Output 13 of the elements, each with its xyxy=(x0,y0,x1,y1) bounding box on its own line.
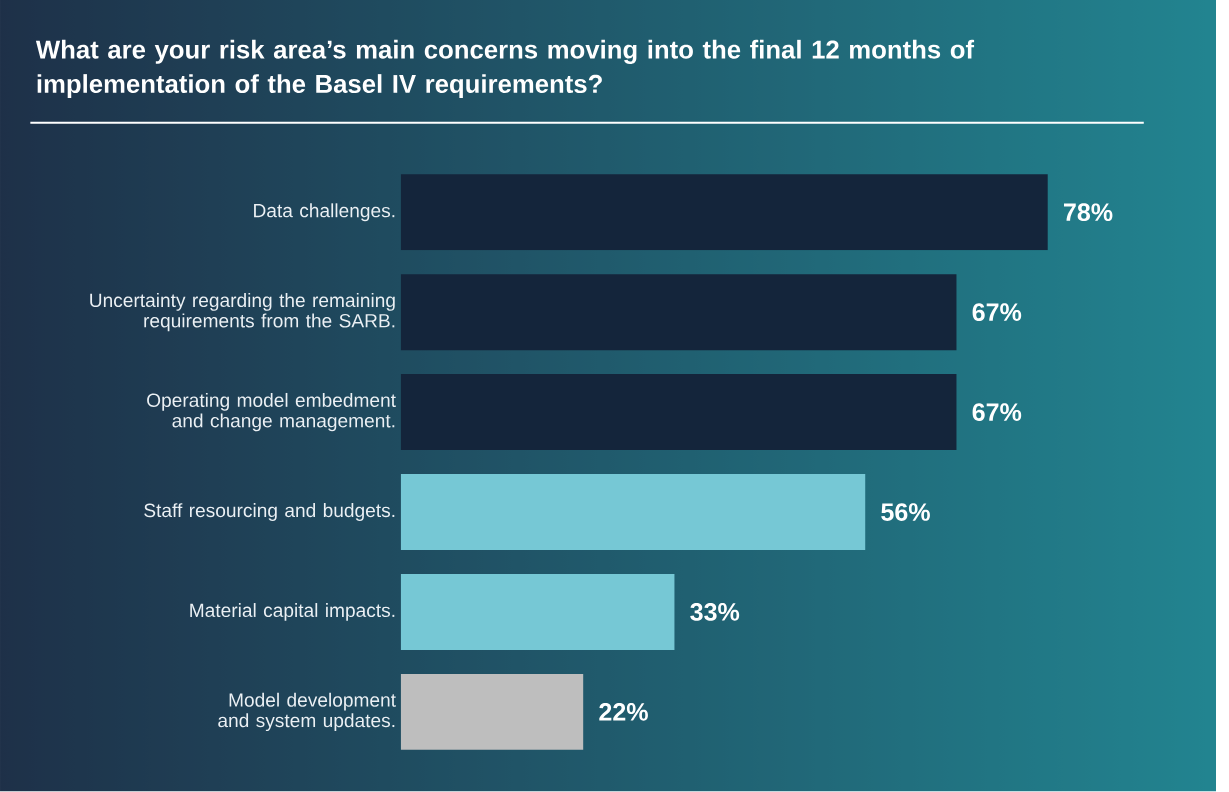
y-tick-label: Material capital impacts. xyxy=(190,603,395,622)
y-tick-label: Uncertainty regarding the remaining requirements from the SARB. xyxy=(90,293,395,332)
data-label: 22% xyxy=(599,703,648,721)
data-label: 67% xyxy=(972,303,1022,322)
data-label: 78% xyxy=(1064,203,1113,222)
y-tick-label: Model development and system updates. xyxy=(218,692,396,732)
y-tick-label: Staff resourcing and budgets. xyxy=(144,503,395,522)
y-tick-label: Operating model embedment and change management. xyxy=(147,393,396,432)
data-label: 67% xyxy=(972,403,1022,422)
data-label: 56% xyxy=(881,503,930,522)
y-tick-label: Data challenges. xyxy=(254,203,395,222)
chart-title: What are your risk area’s main concerns moving into the final 12 months of implementation of the Basel IV requirements? xyxy=(35,40,975,99)
data-label: 33% xyxy=(690,603,740,622)
